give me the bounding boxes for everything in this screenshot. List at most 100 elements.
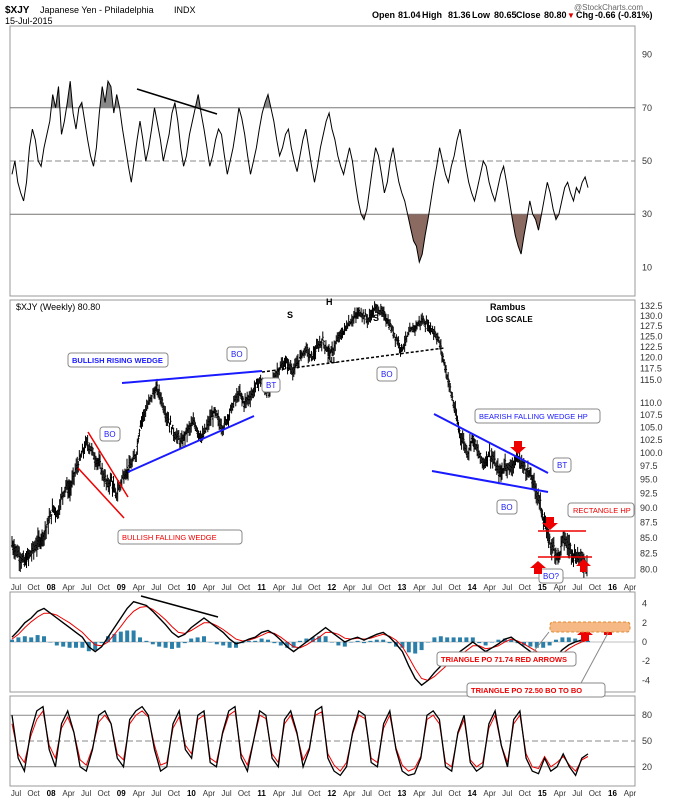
price-tick-label: 117.5 xyxy=(640,364,662,374)
open-value: 81.04 xyxy=(398,10,421,20)
callout-bearish-falling-wedge: BEARISH FALLING WEDGE HP xyxy=(474,408,601,424)
x-tick-label: Jul xyxy=(432,789,442,798)
macd-histogram-bar xyxy=(234,642,238,648)
x-tick-label: 08 xyxy=(47,789,56,798)
macd-histogram-bar xyxy=(93,642,98,651)
macd-histogram-bar xyxy=(176,642,181,648)
macd-histogram-bar xyxy=(547,642,552,646)
price-tick-label: 100.0 xyxy=(640,448,663,458)
svg-text:BO: BO xyxy=(231,350,243,359)
macd-histogram-bar xyxy=(381,639,386,642)
falling-wedge-top xyxy=(87,431,129,498)
x-tick-label: Oct xyxy=(378,583,391,592)
x-tick-label: Apr xyxy=(62,583,75,592)
x-tick-label: Jul xyxy=(502,789,512,798)
x-tick-label: Oct xyxy=(168,789,181,798)
macd-tick-label: -2 xyxy=(642,656,650,666)
x-tick-label: Apr xyxy=(62,789,75,798)
macd-histogram-bar xyxy=(99,642,104,644)
callout-bo-4: BO xyxy=(496,499,518,515)
macd-histogram-bar xyxy=(310,637,315,642)
callout-bt-1: BT xyxy=(261,377,281,393)
macd-histogram-bar xyxy=(438,636,443,642)
price-tick-label: 127.5 xyxy=(640,321,663,331)
x-tick-label: Apr xyxy=(343,789,356,798)
macd-histogram-bar xyxy=(323,636,328,642)
price-tick-label: 97.5 xyxy=(640,461,658,471)
x-tick-label: Jul xyxy=(572,583,582,592)
macd-histogram-bar xyxy=(374,639,379,642)
stoch-k-line xyxy=(11,705,589,777)
stoch-tick-label: 80 xyxy=(642,710,652,720)
macd-histogram-bar xyxy=(67,642,72,648)
x-tick-label: Apr xyxy=(483,583,496,592)
macd-histogram-bar xyxy=(528,642,533,647)
macd-histogram-bar xyxy=(458,637,462,642)
macd-histogram-bar xyxy=(182,642,187,644)
callout-bullish-rising-wedge: BULLISH RISING WEDGE xyxy=(67,352,169,368)
x-tick-label: 09 xyxy=(117,583,126,592)
x-tick-label: Oct xyxy=(519,583,532,592)
x-tick-label: Apr xyxy=(483,789,496,798)
stoch-tick-label: 50 xyxy=(642,736,652,746)
callout-bo-3: BO xyxy=(376,366,398,382)
x-tick-label: 12 xyxy=(327,789,336,798)
macd-histogram-bar xyxy=(566,637,571,642)
x-tick-label: 09 xyxy=(117,789,126,798)
macd-histogram-bar xyxy=(560,637,565,642)
price-tick-label: 125.0 xyxy=(640,331,663,341)
macd-histogram-bar xyxy=(406,642,411,653)
macd-histogram-bar xyxy=(259,638,264,642)
price-tick-label: 132.5 xyxy=(640,301,663,311)
macd-histogram-bar xyxy=(477,642,482,644)
x-tick-label: Jul xyxy=(362,583,372,592)
macd-histogram-bar xyxy=(35,635,40,642)
macd-signal-line xyxy=(11,605,589,681)
x-tick-label: Oct xyxy=(589,789,602,798)
macd-histogram-bar xyxy=(304,638,309,642)
x-tick-label: 13 xyxy=(397,583,406,592)
macd-histogram-bar xyxy=(426,642,430,643)
rsi-tick-label: 90 xyxy=(642,50,652,60)
macd-histogram-bar xyxy=(112,633,117,642)
x-tick-label: Jul xyxy=(11,789,21,798)
svg-text:BT: BT xyxy=(266,381,276,390)
x-tick-label: Jul xyxy=(362,789,372,798)
x-tick-label: 16 xyxy=(608,789,617,798)
x-tick-label: Oct xyxy=(97,583,110,592)
macd-histogram-bar xyxy=(413,642,418,654)
macd-histogram-bar xyxy=(16,637,21,642)
x-tick-label: Apr xyxy=(203,583,216,592)
x-tick-label: Oct xyxy=(27,789,40,798)
macd-tick-label: 0 xyxy=(642,637,647,647)
svg-text:BO: BO xyxy=(104,430,116,439)
x-tick-label: 10 xyxy=(187,789,196,798)
macd-histogram-bar xyxy=(80,642,85,648)
bearish-wedge-top xyxy=(433,413,549,474)
callout-bullish-falling-wedge: BULLISH FALLING WEDGE xyxy=(117,529,243,545)
x-tick-label: Apr xyxy=(343,583,356,592)
x-tick-label: 11 xyxy=(257,583,266,592)
macd-histogram-bar xyxy=(445,637,450,642)
rsi-line xyxy=(11,79,589,265)
rsi-tick-label: 10 xyxy=(642,262,652,272)
macd-histogram-bar xyxy=(189,638,194,642)
x-tick-label: Oct xyxy=(97,789,110,798)
macd-histogram-bar xyxy=(573,638,578,642)
left-shoulder-label: S xyxy=(287,310,293,320)
macd-histogram-bar xyxy=(291,642,296,648)
red-arrow-up-macd-1 xyxy=(577,628,593,641)
stoch-tick-label: 20 xyxy=(642,762,652,772)
macd-histogram-bar xyxy=(272,642,277,644)
svg-text:BULLISH RISING WEDGE: BULLISH RISING WEDGE xyxy=(72,356,163,365)
macd-histogram-bar xyxy=(208,642,213,643)
macd-histogram-bar xyxy=(432,637,437,642)
price-layer: 80.0 82.5 85.0 87.5 90.0 92.5 95.0 97.5 100.0 102… xyxy=(11,301,663,578)
x-tick-label: Jul xyxy=(11,583,21,592)
macd-histogram-bar xyxy=(221,642,226,646)
price-title: $XJY (Weekly) 80.80 xyxy=(16,302,100,312)
macd-histogram-bar xyxy=(29,637,34,642)
macd-histogram-bar xyxy=(400,642,405,648)
x-tick-label: 10 xyxy=(187,583,196,592)
